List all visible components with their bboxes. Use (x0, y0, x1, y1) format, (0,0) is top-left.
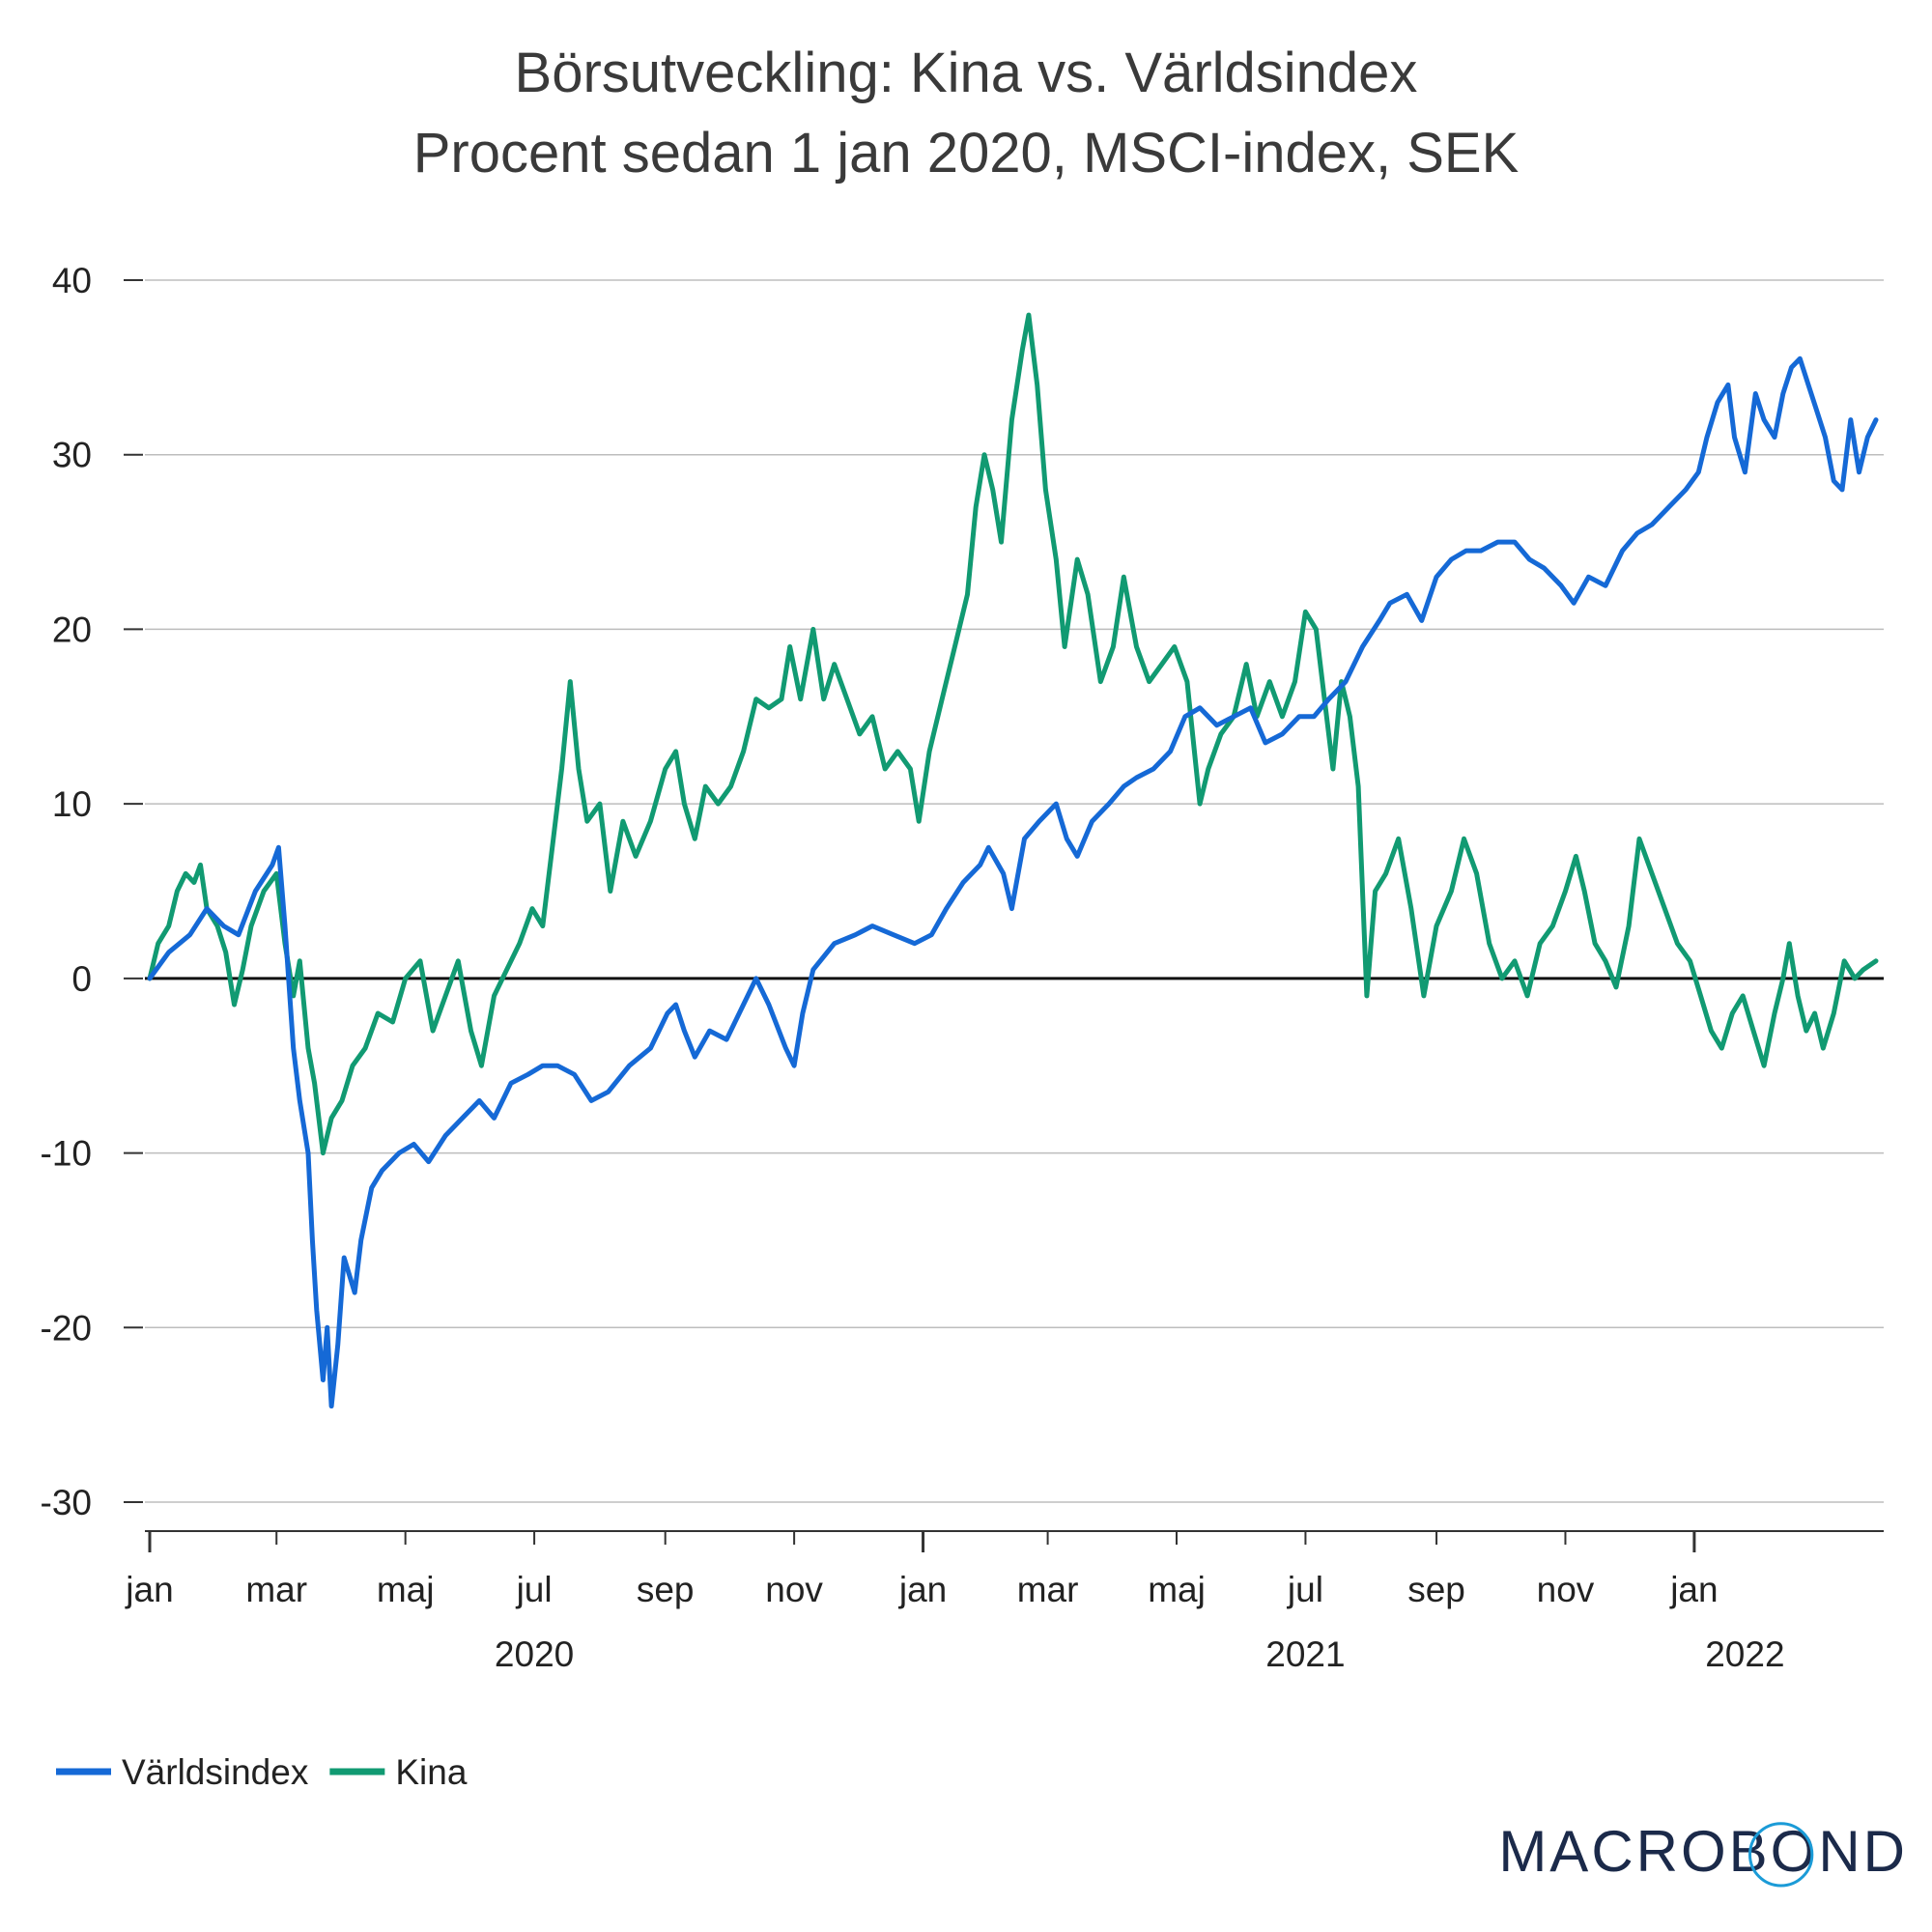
x-year-label: 2020 (495, 1634, 574, 1674)
legend: Världsindex Kina (56, 1752, 468, 1792)
series-line-kina (147, 312, 1879, 1156)
brand-wordmark: MACROBOND (1498, 1819, 1908, 1884)
legend-label: Kina (395, 1752, 467, 1792)
y-tick-label: 40 (52, 261, 92, 300)
legend-label: Världsindex (122, 1752, 309, 1792)
y-tick-label: 20 (52, 610, 92, 649)
x-tick-label: nov (1537, 1570, 1595, 1609)
y-tick-label: -30 (41, 1483, 92, 1522)
x-tick-label: jul (1287, 1570, 1323, 1609)
y-axis: 40 30 20 10 0 -10 -20 -30 (41, 261, 143, 1522)
brand-ring (1747, 1822, 1814, 1888)
x-year-label: 2022 (1705, 1634, 1784, 1674)
y-tick-label: -10 (41, 1134, 92, 1174)
x-axis: jan mar maj jul sep nov jan mar maj jul sep nov jan 2… (125, 1530, 1884, 1674)
x-tick-label: sep (1407, 1570, 1465, 1609)
y-tick-label: 0 (71, 959, 92, 999)
y-tick-label: 30 (52, 436, 92, 475)
x-year-label: 2021 (1265, 1634, 1345, 1674)
x-tick-label: mar (1017, 1570, 1079, 1609)
x-tick-label: maj (1148, 1570, 1206, 1609)
x-tick-label: jan (125, 1570, 173, 1609)
x-tick-label: mar (245, 1570, 307, 1609)
x-tick-label: nov (765, 1570, 823, 1609)
series-layer (147, 312, 1879, 1409)
chart-subtitle: Procent sedan 1 jan 2020, MSCI-index, SE… (413, 122, 1520, 185)
chart-title: Börsutveckling: Kina vs. Världsindex (515, 42, 1418, 104)
series-line-v-rldsindex (147, 355, 1879, 1409)
x-tick-label: jul (516, 1570, 553, 1609)
x-tick-label: jan (1669, 1570, 1718, 1609)
y-tick-label: -20 (41, 1308, 92, 1348)
x-tick-label: maj (377, 1570, 435, 1609)
x-tick-label: sep (637, 1570, 695, 1609)
y-tick-label: 10 (52, 784, 92, 824)
brand-logo: MACROBOND (1498, 1819, 1908, 1888)
x-tick-label: jan (898, 1570, 947, 1609)
